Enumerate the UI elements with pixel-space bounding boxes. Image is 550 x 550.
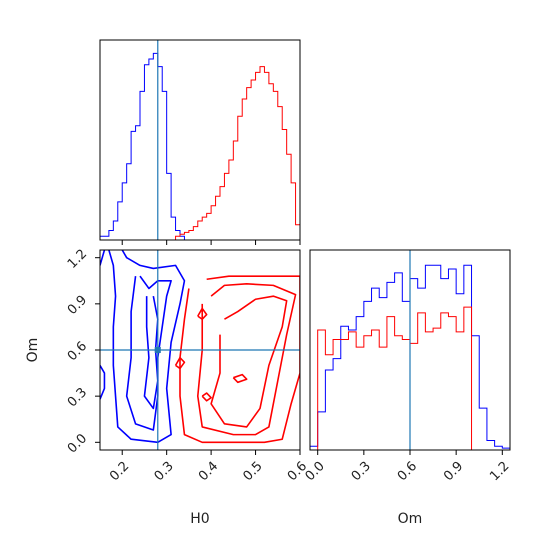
h0-hist-plot xyxy=(100,40,300,240)
contour-x-ticklabel-1: 0.3 xyxy=(152,459,177,484)
xlabel-om: Om xyxy=(398,511,423,527)
contour-series-0-level-2 xyxy=(143,296,159,410)
contour-series-1-level-0 xyxy=(179,275,300,444)
contour-series-1-level-5 xyxy=(232,373,248,384)
contour-x-ticklabel-2: 0.4 xyxy=(196,459,221,484)
xlabel-h0: H0 xyxy=(190,511,209,527)
contour-y-ticklabel-2: 0.6 xyxy=(65,339,90,364)
contour-series-1-level-4 xyxy=(174,356,186,370)
om-hist-x-ticklabel-2: 0.6 xyxy=(395,459,420,484)
ylabel-om: Om xyxy=(25,338,41,363)
contour-plot xyxy=(100,250,300,450)
contour-truth-marker xyxy=(154,347,161,353)
h0-hist-series-0 xyxy=(100,52,300,240)
contour-x-ticklabel-3: 0.5 xyxy=(240,459,265,484)
h0-hist-series-1 xyxy=(100,66,300,240)
om-hist-x-ticklabel-4: 1.2 xyxy=(487,459,512,484)
om-hist-x-ticklabel-1: 0.3 xyxy=(349,459,374,484)
om-hist-x-ticklabel-3: 0.9 xyxy=(441,459,466,484)
contour-x-ticklabel-0: 0.2 xyxy=(107,459,132,484)
contour-series-0-level-4 xyxy=(100,250,106,266)
contour-series-0-level-0 xyxy=(108,250,186,444)
om-hist-plot xyxy=(310,250,510,450)
om-hist-series-1 xyxy=(310,306,510,450)
contour-series-1-level-6 xyxy=(201,392,212,402)
contour-y-ticklabel-1: 0.3 xyxy=(65,385,90,410)
contour-series-1-level-1 xyxy=(196,283,297,436)
om-hist-x-ticklabel-0: 0.0 xyxy=(303,459,328,484)
contour-y-ticklabel-0: 0.0 xyxy=(65,431,90,456)
h0-hist-frame xyxy=(99,39,301,241)
contour-y-ticklabel-4: 1.2 xyxy=(65,247,90,272)
contour-series-1-level-3 xyxy=(197,307,208,321)
contour-series-0-level-3 xyxy=(100,364,106,400)
contour-y-ticklabel-3: 0.9 xyxy=(65,293,90,318)
contour-series-1-level-2 xyxy=(210,295,288,428)
